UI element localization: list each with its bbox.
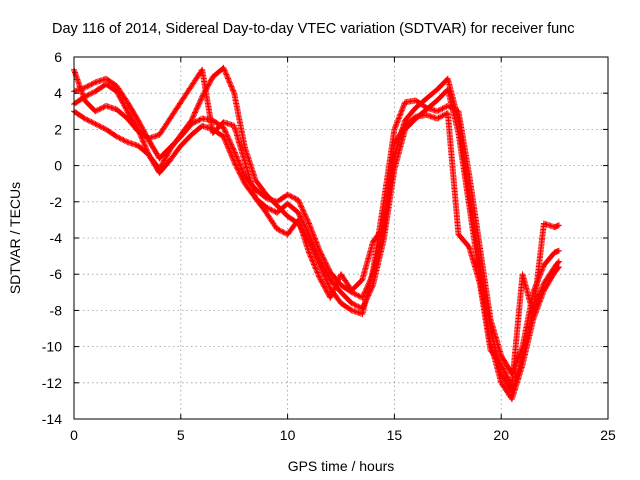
y-tick-label: -6 (50, 266, 63, 282)
y-tick-label: 4 (54, 85, 62, 101)
x-tick-label: 15 (387, 427, 403, 443)
y-tick-label: 6 (54, 49, 62, 65)
x-axis-label: GPS time / hours (288, 458, 395, 474)
y-tick-label: -8 (50, 302, 63, 318)
x-tick-label: 25 (600, 427, 616, 443)
data-marks (71, 66, 562, 390)
x-tick-label: 5 (177, 427, 185, 443)
grid (74, 57, 608, 419)
y-tick-label: -2 (50, 194, 63, 210)
y-tick-label: 2 (54, 121, 62, 137)
x-tick-label: 10 (280, 427, 296, 443)
y-axis-label: SDTVAR / TECUs (7, 182, 23, 294)
x-tick-label: 20 (493, 427, 509, 443)
y-tick-label: -12 (42, 375, 62, 391)
y-tick-label: -10 (42, 339, 62, 355)
chart-title: Day 116 of 2014, Sidereal Day-to-day VTE… (52, 21, 574, 37)
data-layer (71, 64, 562, 403)
y-tick-label: 0 (54, 158, 62, 174)
x-tick-label: 0 (70, 427, 78, 443)
y-tick-label: -14 (42, 411, 62, 427)
y-tick-label: -4 (50, 230, 63, 246)
data-series (71, 66, 562, 390)
